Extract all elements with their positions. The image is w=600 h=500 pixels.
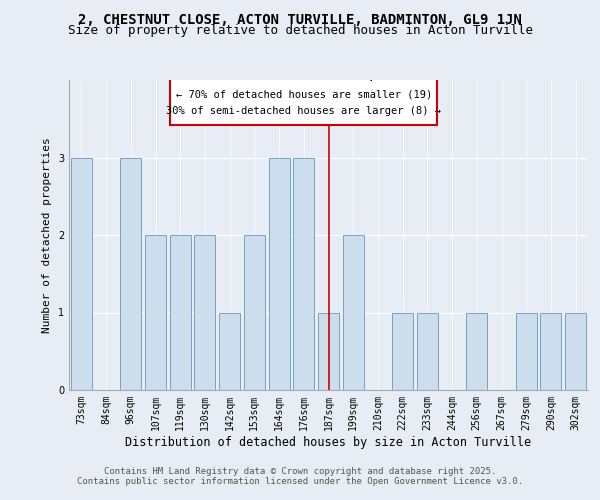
Bar xyxy=(244,235,265,390)
Text: 2 CHESTNUT CLOSE: 182sqm: 2 CHESTNUT CLOSE: 182sqm xyxy=(229,70,379,81)
Y-axis label: Number of detached properties: Number of detached properties xyxy=(43,137,52,333)
Text: Contains public sector information licensed under the Open Government Licence v3: Contains public sector information licen… xyxy=(77,477,523,486)
Text: 30% of semi-detached houses are larger (8) →: 30% of semi-detached houses are larger (… xyxy=(166,106,441,117)
Bar xyxy=(318,312,339,390)
Bar xyxy=(565,312,586,390)
Bar xyxy=(71,158,92,390)
FancyBboxPatch shape xyxy=(170,66,437,125)
Bar xyxy=(417,312,438,390)
X-axis label: Distribution of detached houses by size in Acton Turville: Distribution of detached houses by size … xyxy=(125,436,532,448)
Bar xyxy=(541,312,562,390)
Bar xyxy=(145,235,166,390)
Bar xyxy=(170,235,191,390)
Bar xyxy=(219,312,240,390)
Text: 2, CHESTNUT CLOSE, ACTON TURVILLE, BADMINTON, GL9 1JN: 2, CHESTNUT CLOSE, ACTON TURVILLE, BADMI… xyxy=(78,12,522,26)
Text: Size of property relative to detached houses in Acton Turville: Size of property relative to detached ho… xyxy=(67,24,533,37)
Bar xyxy=(343,235,364,390)
Bar xyxy=(120,158,141,390)
Bar xyxy=(516,312,537,390)
Text: ← 70% of detached houses are smaller (19): ← 70% of detached houses are smaller (19… xyxy=(176,90,432,100)
Bar xyxy=(194,235,215,390)
Bar xyxy=(293,158,314,390)
Bar xyxy=(466,312,487,390)
Text: Contains HM Land Registry data © Crown copyright and database right 2025.: Contains HM Land Registry data © Crown c… xyxy=(104,467,496,476)
Bar xyxy=(269,158,290,390)
Bar xyxy=(392,312,413,390)
